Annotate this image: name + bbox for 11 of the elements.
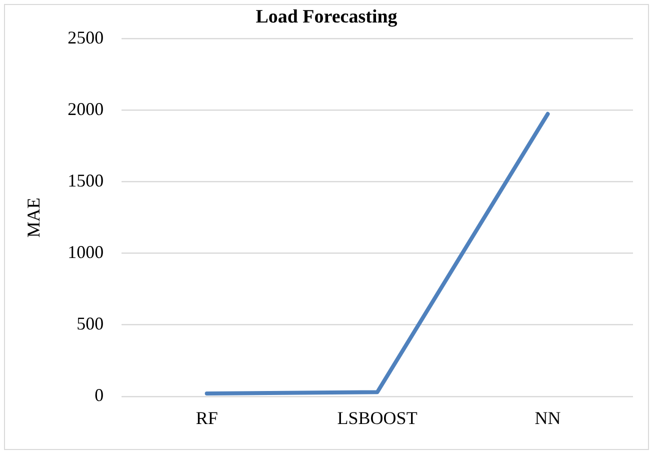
y-tick-label: 500 [76, 314, 104, 334]
chart-title: Load Forecasting [256, 6, 398, 28]
x-tick-label: LSBOOST [337, 408, 418, 428]
y-tick-label: 2500 [68, 28, 104, 48]
x-tick-label: RF [196, 408, 218, 428]
x-tick-label: NN [534, 408, 561, 428]
y-tick-label: 1500 [68, 170, 104, 191]
y-tick-label: 2000 [68, 99, 104, 120]
y-axis-title: MAE [24, 198, 44, 238]
y-tick-label: 0 [94, 385, 104, 406]
y-tick-label: 1000 [68, 242, 104, 262]
